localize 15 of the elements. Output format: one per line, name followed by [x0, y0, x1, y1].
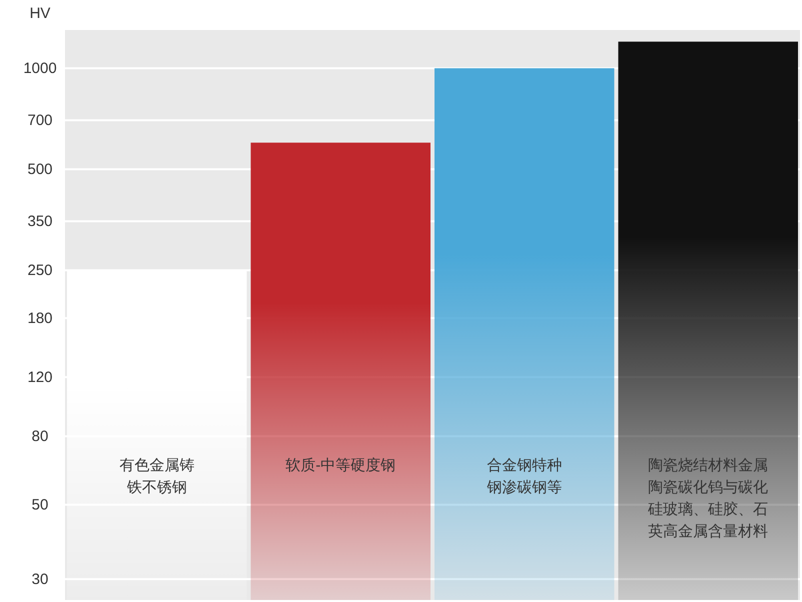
y-tick-label: 350 [27, 213, 53, 230]
y-tick-label: 250 [27, 262, 53, 280]
x-tick-label: 陶瓷烧结材料金属陶瓷碳化钨与碳化硅玻璃、硅胶、石英高金属含量材料 [647, 457, 768, 540]
y-tick-label: 50 [32, 496, 48, 514]
y-tick-label: 180 [27, 310, 53, 328]
y-tick-label: 1000 [23, 60, 57, 78]
x-tick-label: 软质-中等硬度钢 [286, 457, 396, 474]
y-tick-label: 500 [27, 161, 53, 178]
x-tick-label: 合金钢特种钢渗碳钢等 [486, 457, 562, 496]
y-tick-label: 700 [27, 112, 53, 130]
y-tick-label: 120 [27, 369, 53, 386]
y-tick-label: 80 [32, 428, 48, 446]
x-tick-label: 有色金属铸铁不锈钢 [119, 457, 194, 496]
y-tick-label: 30 [32, 571, 48, 588]
y-axis-title: HV [30, 5, 50, 22]
